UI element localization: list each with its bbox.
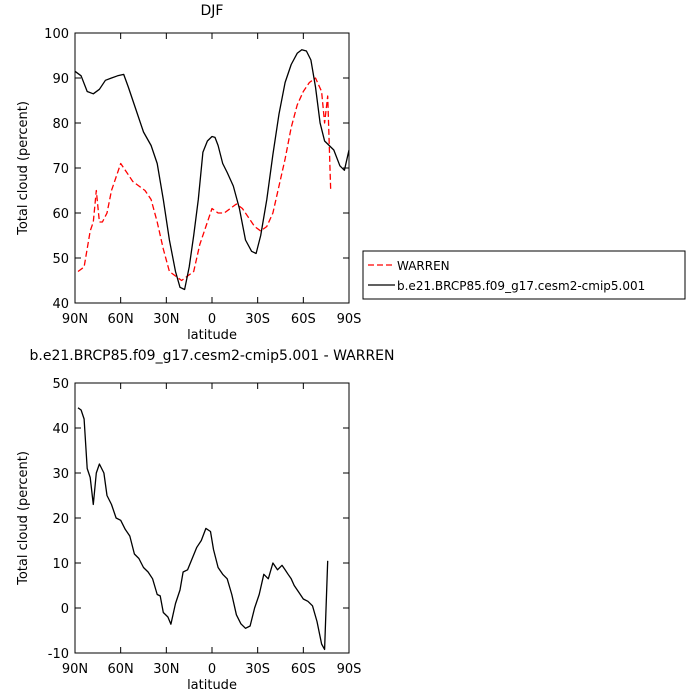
y-tick-label: 30 <box>52 467 69 482</box>
x-tick-label: 30N <box>153 662 179 677</box>
x-tick-label: 60S <box>291 662 316 677</box>
y-tick-label: 100 <box>44 27 69 42</box>
y-tick-label: 90 <box>52 72 69 87</box>
x-tick-label: 90N <box>62 312 88 327</box>
y-tick-label: 40 <box>52 422 69 437</box>
series-line-0-0 <box>77 77 332 282</box>
legend: WARREN b.e21.BRCP85.f09_g17.cesm2-cmip5.0… <box>362 250 686 300</box>
y-tick-label: 20 <box>52 512 69 527</box>
bottom-chart-title: b.e21.BRCP85.f09_g17.cesm2-cmip5.001 - W… <box>30 348 395 364</box>
x-tick-label: 0 <box>208 312 216 327</box>
y-tick-label: 80 <box>52 117 69 132</box>
plot-frame <box>74 32 350 304</box>
y-tick-label: 0 <box>61 602 69 617</box>
y-tick-label: 50 <box>52 377 69 392</box>
bottom-plot-area: 90N 60N 30N 0 30S 60S 90S -10 0 10 20 30 40 50 latitud… <box>16 377 361 693</box>
y-axis-label: Total cloud (percent) <box>16 451 31 586</box>
series-line-0-1 <box>74 49 350 291</box>
top-plot-area: 90N 60N 30N 0 30S 60S 90S 40 50 60 70 80 90 100 latitu… <box>16 27 361 343</box>
legend-entry: b.e21.BRCP85.f09_g17.cesm2-cmip5.001 <box>397 279 645 293</box>
series-line-1-0 <box>77 407 329 651</box>
y-tick-label: -10 <box>48 647 69 662</box>
x-tick-label: 90N <box>62 662 88 677</box>
x-tick-label: 60S <box>291 312 316 327</box>
x-tick-label: 30N <box>153 312 179 327</box>
x-tick-label: 0 <box>208 662 216 677</box>
legend-entry: WARREN <box>397 259 450 273</box>
x-axis-label: latitude <box>187 328 237 343</box>
y-tick-label: 40 <box>52 297 69 312</box>
y-tick-label: 50 <box>52 252 69 267</box>
x-axis-label: latitude <box>187 678 237 693</box>
x-tick-label: 60N <box>108 662 134 677</box>
y-tick-label: 10 <box>52 557 69 572</box>
x-tick-label: 30S <box>245 662 270 677</box>
top-chart-title: DJF <box>201 3 224 19</box>
legend-box <box>362 250 686 300</box>
y-tick-label: 60 <box>52 207 69 222</box>
y-axis-label: Total cloud (percent) <box>16 101 31 236</box>
x-tick-label: 90S <box>337 312 362 327</box>
x-tick-label: 90S <box>337 662 362 677</box>
y-tick-label: 70 <box>52 162 69 177</box>
x-tick-label: 60N <box>108 312 134 327</box>
x-tick-label: 30S <box>245 312 270 327</box>
